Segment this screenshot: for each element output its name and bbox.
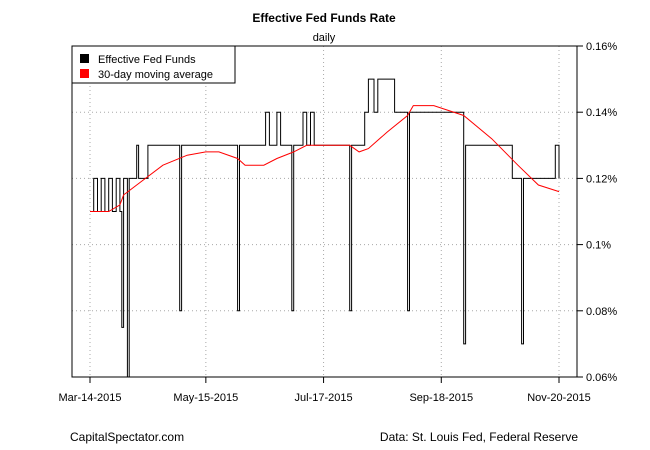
series-line-30-day-moving-average [90,105,560,212]
legend-label-30-day-moving-average: 30-day moving average [98,69,213,81]
x-axis: Mar-14-2015 May-15-2015 Jul-17-2015 Sep-18-… [59,377,591,404]
legend-box [71,45,236,84]
y-tick-label: 0.14% [586,107,617,119]
chart-subtitle: daily [313,32,336,44]
footer-data-credit: Data: St. Louis Fed, Federal Reserve [379,430,578,444]
y-tick-label: 0.16% [586,41,617,53]
legend: Effective Fed Funds 30-day moving averag… [71,45,236,84]
x-tick-label: Mar-14-2015 [59,392,122,404]
grid-lines [72,46,577,377]
y-tick-label: 0.08% [586,306,617,318]
footer-source-site: CapitalSpectator.com [70,430,185,444]
x-tick-label: May-15-2015 [173,392,238,404]
legend-swatch-effective-fed-funds [80,54,89,63]
chart-title: Effective Fed Funds Rate [252,11,396,25]
x-tick-label: Nov-20-2015 [527,392,591,404]
x-tick-label: Sep-18-2015 [409,392,473,404]
y-tick-label: 0.1% [586,240,611,252]
series-line-effective-fed-funds [90,78,560,378]
x-tick-label: Jul-17-2015 [295,392,353,404]
y-axis: 0.06% 0.08% 0.1% 0.12% 0.14% 0.16% [577,41,617,384]
legend-label-effective-fed-funds: Effective Fed Funds [98,54,196,66]
plot-frame [71,45,578,378]
series-layer [90,78,560,378]
y-tick-label: 0.06% [586,372,617,384]
y-tick-label: 0.12% [586,173,617,185]
legend-swatch-30-day-moving-average [80,69,89,78]
